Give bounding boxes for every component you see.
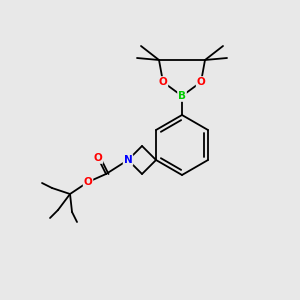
Text: N: N — [124, 155, 132, 165]
Text: O: O — [94, 153, 102, 163]
Text: O: O — [159, 77, 167, 87]
Text: O: O — [84, 177, 92, 187]
Text: O: O — [196, 77, 206, 87]
Text: B: B — [178, 91, 186, 101]
